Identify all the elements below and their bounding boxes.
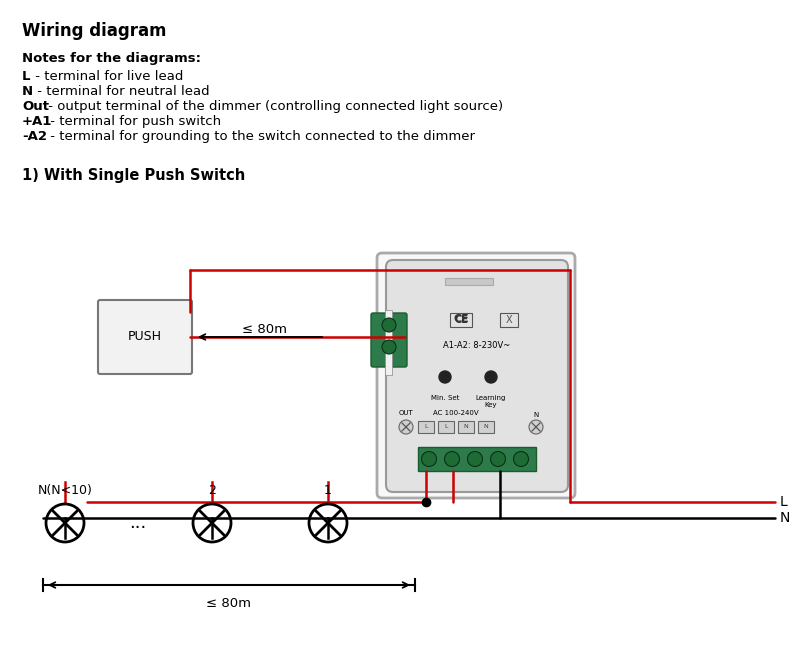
Text: 2: 2	[208, 484, 216, 497]
Text: - output terminal of the dimmer (controlling connected light source): - output terminal of the dimmer (control…	[44, 100, 503, 113]
Text: Min. Set: Min. Set	[431, 395, 459, 401]
Text: - terminal for grounding to the switch connected to the dimmer: - terminal for grounding to the switch c…	[46, 130, 475, 143]
Circle shape	[529, 420, 543, 434]
Text: Wiring diagram: Wiring diagram	[22, 22, 166, 40]
Circle shape	[485, 371, 497, 383]
Circle shape	[382, 340, 396, 354]
Text: - terminal for live lead: - terminal for live lead	[31, 70, 183, 83]
Text: L: L	[780, 495, 788, 509]
Text: N: N	[534, 412, 538, 418]
Text: N: N	[780, 511, 790, 525]
Text: PUSH: PUSH	[128, 331, 162, 344]
Text: N: N	[484, 424, 488, 430]
Text: OUT: OUT	[398, 410, 414, 416]
Text: Learning: Learning	[476, 395, 506, 401]
Text: Key: Key	[485, 402, 498, 408]
Bar	[450, 313, 472, 327]
Text: CE: CE	[453, 314, 469, 324]
Text: AC 100-240V: AC 100-240V	[433, 410, 479, 416]
Text: ≤ 80m: ≤ 80m	[242, 323, 287, 336]
FancyBboxPatch shape	[386, 260, 568, 492]
Bar	[478, 421, 494, 433]
Text: N: N	[22, 85, 33, 98]
Circle shape	[422, 452, 437, 466]
FancyBboxPatch shape	[98, 300, 192, 374]
Bar	[458, 421, 474, 433]
Text: Out: Out	[22, 100, 49, 113]
Text: N: N	[464, 424, 468, 430]
Circle shape	[514, 452, 529, 466]
Bar	[418, 447, 536, 471]
Circle shape	[467, 452, 482, 466]
Text: L: L	[444, 424, 448, 430]
Text: - terminal for neutral lead: - terminal for neutral lead	[33, 85, 210, 98]
Text: 1) With Single Push Switch: 1) With Single Push Switch	[22, 168, 246, 183]
Text: N(N<10): N(N<10)	[38, 484, 93, 497]
FancyBboxPatch shape	[371, 313, 407, 367]
Text: 1: 1	[324, 484, 332, 497]
Text: Notes for the diagrams:: Notes for the diagrams:	[22, 52, 201, 65]
Bar	[500, 313, 518, 327]
FancyBboxPatch shape	[377, 253, 575, 498]
Circle shape	[382, 318, 396, 332]
Bar	[445, 278, 493, 285]
Text: ...: ...	[130, 514, 146, 532]
Bar	[438, 421, 454, 433]
Text: - terminal for push switch: - terminal for push switch	[46, 115, 221, 128]
Circle shape	[439, 371, 451, 383]
Bar	[385, 310, 392, 375]
Text: +A1: +A1	[22, 115, 52, 128]
Text: L: L	[22, 70, 30, 83]
Text: A1-A2: 8-230V~: A1-A2: 8-230V~	[443, 340, 510, 349]
Text: -A2: -A2	[22, 130, 47, 143]
Circle shape	[399, 420, 413, 434]
Bar	[418, 421, 434, 433]
Text: X: X	[506, 315, 512, 325]
Circle shape	[445, 452, 459, 466]
Text: ≤ 80m: ≤ 80m	[206, 597, 251, 610]
Text: L: L	[424, 424, 428, 430]
Text: CE: CE	[454, 315, 468, 325]
Circle shape	[490, 452, 506, 466]
